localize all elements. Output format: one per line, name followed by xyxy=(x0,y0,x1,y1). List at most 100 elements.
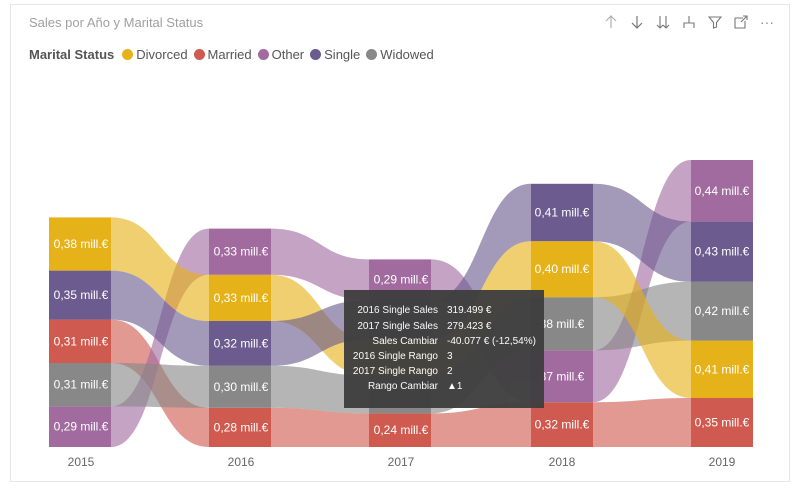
legend-item-married[interactable]: Married xyxy=(193,47,252,62)
data-label: 0,31 mill.€ xyxy=(54,378,109,392)
tooltip-value: 3 xyxy=(447,351,453,362)
legend-dot-widowed xyxy=(366,49,378,60)
legend-label-single: Single xyxy=(324,47,361,62)
labels: 0,29 mill.€ 0,31 mill.€ 0,31 mill.€ 0,35 mi… xyxy=(54,184,750,469)
segment-widowed-2015[interactable] xyxy=(49,363,111,407)
segment-single-2015[interactable] xyxy=(49,270,111,320)
segment-other-2016[interactable] xyxy=(209,228,271,275)
x-axis-tick-label: 2016 xyxy=(228,455,255,469)
legend-label-widowed: Widowed xyxy=(380,47,434,62)
tooltip-row: 2016 Single Sales 319.499 € xyxy=(344,305,544,319)
data-label: 0,42 mill.€ xyxy=(695,304,750,318)
tooltip-row: 2016 Single Rango 3 xyxy=(344,351,544,365)
segment-widowed-2019[interactable] xyxy=(691,281,753,341)
segment-other-2015[interactable] xyxy=(49,406,111,447)
double-arrow-down-icon[interactable] xyxy=(655,13,671,31)
tooltip-value: 319.499 € xyxy=(447,305,492,316)
tooltip-row: 2017 Single Rango 2 xyxy=(344,366,544,380)
tooltip-key: 2017 Single Rango xyxy=(352,366,438,377)
tooltip-value: -40.077 € (-12,54%) xyxy=(447,336,536,347)
data-label: 0,31 mill.€ xyxy=(54,334,109,348)
legend-dot-divorced xyxy=(122,49,134,60)
data-label: 0,41 mill.€ xyxy=(535,206,590,220)
segment-married-2018[interactable] xyxy=(531,402,593,447)
segment-divorced-2018[interactable] xyxy=(531,241,593,298)
x-axis-tick-label: 2019 xyxy=(709,455,736,469)
data-label: 0,29 mill.€ xyxy=(54,420,109,434)
more-options-label: ··· xyxy=(760,14,774,30)
legend-item-divorced[interactable]: Divorced xyxy=(122,47,188,62)
legend: Marital Status Divorced Married Other Si… xyxy=(29,47,440,62)
data-label: 0,41 mill.€ xyxy=(695,362,750,376)
filter-icon[interactable] xyxy=(707,13,723,31)
legend-dot-other xyxy=(257,49,269,60)
legend-item-single[interactable]: Single xyxy=(310,47,360,62)
tooltip-value: 279.423 € xyxy=(447,321,492,332)
ribbon-single[interactable] xyxy=(593,183,691,282)
data-label: 0,38 mill.€ xyxy=(54,237,109,251)
x-axis-tick-label: 2017 xyxy=(388,455,415,469)
tooltip-value: ▲1 xyxy=(447,381,463,392)
tooltip-row: Sales Cambiar -40.077 € (-12,54%) xyxy=(344,336,544,350)
segment-married-2016[interactable] xyxy=(209,407,271,447)
data-label: 0,32 mill.€ xyxy=(214,336,269,350)
visual-toolbar: ··· xyxy=(603,13,775,31)
data-label: 0,40 mill.€ xyxy=(535,262,590,276)
segment-married-2015[interactable] xyxy=(49,319,111,363)
data-label: 0,24 mill.€ xyxy=(374,423,429,437)
data-label: 0,33 mill.€ xyxy=(214,245,269,259)
ribbon-divorced[interactable] xyxy=(111,217,209,321)
segment-widowed-2016[interactable] xyxy=(209,365,271,408)
tooltip-key: 2017 Single Sales xyxy=(357,321,438,332)
ribbon-widowed[interactable] xyxy=(111,363,209,408)
data-label: 38 mill.€ xyxy=(540,317,585,331)
segment-divorced-2016[interactable] xyxy=(209,274,271,321)
legend-title: Marital Status xyxy=(29,47,115,62)
ribbon-married[interactable] xyxy=(593,398,691,447)
segment-divorced-2015[interactable] xyxy=(49,217,111,271)
tooltip-key: 2016 Single Rango xyxy=(352,351,438,362)
focus-mode-icon[interactable] xyxy=(733,13,749,31)
legend-label-divorced: Divorced xyxy=(136,47,188,62)
segment-divorced-2019[interactable] xyxy=(691,340,753,398)
legend-item-widowed[interactable]: Widowed xyxy=(366,47,434,62)
visual-title: Sales por Año y Marital Status xyxy=(29,15,204,30)
legend-dot-single xyxy=(310,49,322,60)
arrow-down-icon[interactable] xyxy=(629,13,645,31)
ribbon-single[interactable] xyxy=(111,270,209,366)
tooltip-key: Rango Cambiar xyxy=(367,381,438,392)
ribbon-married[interactable] xyxy=(431,402,531,447)
data-label: 0,28 mill.€ xyxy=(214,420,269,434)
expand-hierarchy-icon[interactable] xyxy=(681,13,697,31)
data-label: 0,43 mill.€ xyxy=(695,245,750,259)
tooltip-row: Rango Cambiar ▲1 xyxy=(344,381,544,395)
segment-single-2016[interactable] xyxy=(209,321,271,366)
segment-single-2018[interactable] xyxy=(531,183,593,242)
legend-dot-married xyxy=(193,49,205,60)
x-axis-tick-label: 2018 xyxy=(549,455,576,469)
data-label: 0,33 mill.€ xyxy=(214,291,269,305)
ribbon-divorced[interactable] xyxy=(593,241,691,398)
data-label: 0,44 mill.€ xyxy=(695,184,750,198)
tooltip-value: 2 xyxy=(447,366,453,377)
tooltip: 2016 Single Sales 319.499 € 2017 Single … xyxy=(344,290,544,408)
data-label: 37 mill.€ xyxy=(540,369,585,383)
segment-single-2019[interactable] xyxy=(691,221,753,282)
segment-other-2019[interactable] xyxy=(691,160,753,222)
tooltip-key: Sales Cambiar xyxy=(372,336,438,347)
ribbon-married[interactable] xyxy=(271,407,369,447)
ribbon-other[interactable] xyxy=(271,228,369,300)
legend-label-married: Married xyxy=(207,47,252,62)
data-label: 0,35 mill.€ xyxy=(695,416,750,430)
segment-married-2019[interactable] xyxy=(691,398,753,447)
tooltip-row: 2017 Single Sales 279.423 € xyxy=(344,321,544,335)
segment-married-2017[interactable] xyxy=(369,413,431,447)
arrow-up-icon[interactable] xyxy=(603,13,619,31)
x-axis-tick-label: 2015 xyxy=(68,455,95,469)
legend-label-other: Other xyxy=(271,47,305,62)
data-label: 0,32 mill.€ xyxy=(535,418,590,432)
tooltip-key: 2016 Single Sales xyxy=(357,305,438,316)
more-options-icon[interactable]: ··· xyxy=(759,13,775,31)
legend-item-other[interactable]: Other xyxy=(257,47,305,62)
